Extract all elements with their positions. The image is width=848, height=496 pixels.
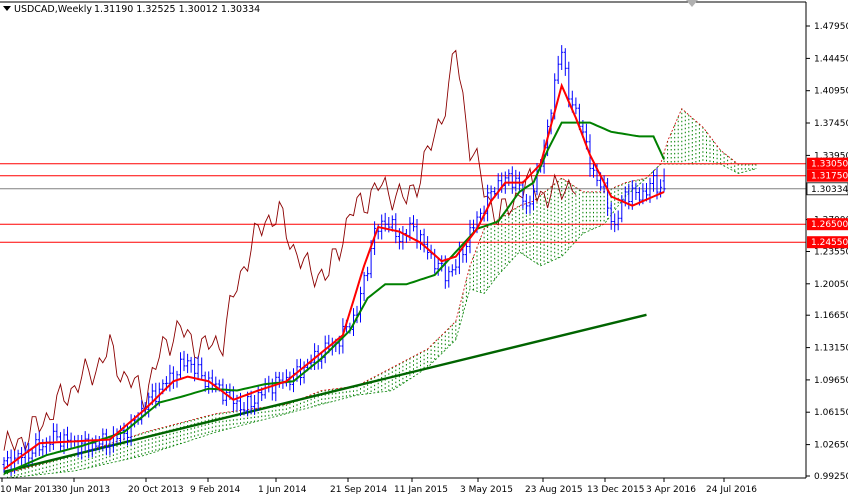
tenkan-sen-layer — [3, 82, 665, 470]
x-tick-label: 1 Jun 2014 — [258, 485, 307, 495]
level-price-label: 1.31750 — [811, 172, 848, 182]
chikou-span-layer — [3, 49, 577, 453]
level-price-label: 1.33050 — [811, 160, 848, 170]
ohlc-label: 1.31190 1.32525 1.30012 1.30334 — [94, 4, 260, 15]
symbol-dropdown-icon[interactable] — [3, 6, 11, 11]
senkou-span-a — [3, 108, 756, 475]
y-tick-label: 1.23550 — [814, 248, 848, 258]
level-price-tag — [807, 157, 848, 170]
y-tick-label: 1.13150 — [814, 344, 848, 354]
y-tick-label: 1.40950 — [814, 87, 848, 97]
y-tick-label: 1.16650 — [814, 311, 848, 321]
x-tick-label: 20 Oct 2013 — [128, 485, 184, 495]
y-tick-label: 1.33950 — [814, 151, 848, 161]
y-tick-label: 1.47950 — [814, 22, 848, 32]
time-scale-panel — [0, 478, 806, 496]
x-tick-label: 21 Sep 2014 — [330, 485, 387, 495]
x-tick-label: 9 Feb 2014 — [190, 485, 241, 495]
ichimoku-cloud — [3, 108, 757, 479]
chart-shift-marker-icon[interactable] — [686, 0, 698, 7]
level-price-label: 1.24550 — [811, 238, 848, 248]
level-price-tag — [807, 236, 848, 249]
x-tick-label: 30 Jun 2013 — [56, 485, 110, 495]
y-tick-label: 1.37450 — [814, 119, 848, 129]
level-price-tag — [807, 218, 848, 231]
level-price-tag — [807, 169, 848, 182]
chikou-span — [3, 49, 577, 453]
level-price-label: 1.26500 — [811, 220, 848, 230]
current-price-tag — [806, 182, 848, 196]
x-tick-label: 10 Mar 2013 — [0, 485, 57, 495]
x-tick-label: 3 Apr 2016 — [646, 485, 696, 495]
y-tick-label: 1.44450 — [814, 54, 848, 64]
y-tick-label: 1.20050 — [814, 280, 848, 290]
y-tick-label: 1.02650 — [814, 441, 848, 451]
y-tick-label: 0.99250 — [814, 472, 848, 482]
x-tick-label: 23 Aug 2015 — [525, 485, 583, 495]
chart-header: USDCAD,Weekly 1.31190 1.32525 1.30012 1.… — [3, 4, 260, 15]
tenkan-sen — [3, 82, 665, 470]
y-tick-label: 1.06150 — [814, 408, 848, 418]
current-price-label: 1.30334 — [811, 185, 848, 195]
x-tick-label: 24 Jul 2016 — [706, 485, 757, 495]
symbol-label: USDCAD,Weekly — [14, 4, 92, 15]
x-tick-label: 13 Dec 2015 — [587, 485, 645, 495]
y-tick-label: 1.09650 — [814, 376, 848, 386]
x-tick-label: 11 Jan 2015 — [394, 485, 448, 495]
x-tick-label: 3 May 2015 — [460, 485, 513, 495]
